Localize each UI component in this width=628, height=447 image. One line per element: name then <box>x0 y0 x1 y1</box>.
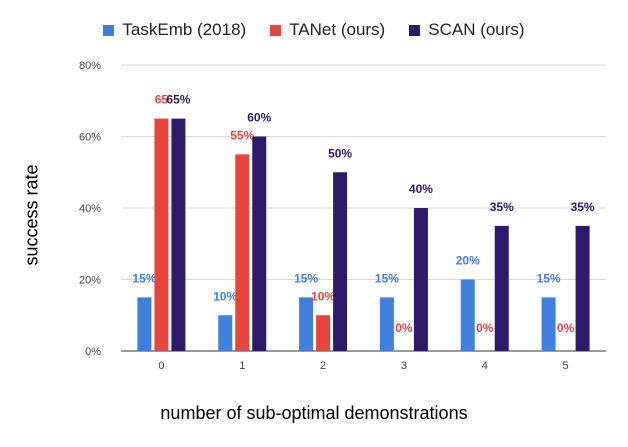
data-label: 65 <box>155 93 169 107</box>
legend-swatch-taskemb <box>103 24 115 36</box>
data-label: 10% <box>213 289 237 303</box>
y-tick-label: 40% <box>79 203 101 215</box>
legend: TaskEmb (2018) TANet (ours) SCAN (ours) <box>0 20 628 40</box>
data-label: 15% <box>294 271 318 285</box>
data-label: 15% <box>132 271 156 285</box>
legend-item-tanet: TANet (ours) <box>270 20 385 40</box>
legend-swatch-tanet <box>270 24 282 36</box>
data-label: 60% <box>247 111 271 125</box>
data-label: 65% <box>166 93 190 107</box>
legend-label-taskemb: TaskEmb (2018) <box>122 20 247 39</box>
bar <box>252 136 267 351</box>
bar <box>299 297 314 351</box>
legend-item-scan: SCAN (ours) <box>409 20 525 40</box>
bar <box>218 315 233 351</box>
x-tick-label: 2 <box>320 360 326 372</box>
y-tick-label: 0% <box>85 346 101 358</box>
y-tick-label: 20% <box>79 275 101 287</box>
x-tick-label: 4 <box>482 360 488 372</box>
data-label: 15% <box>375 271 399 285</box>
legend-item-taskemb: TaskEmb (2018) <box>103 20 246 40</box>
legend-label-tanet: TANet (ours) <box>289 20 386 39</box>
data-label: 40% <box>409 182 433 196</box>
x-axis-label: number of sub-optimal demonstrations <box>160 403 468 423</box>
x-tick-label: 5 <box>563 360 569 372</box>
bar <box>494 225 509 351</box>
legend-label-scan: SCAN (ours) <box>428 20 525 39</box>
data-label: 35% <box>571 200 595 214</box>
data-label: 55% <box>230 128 254 142</box>
data-label: 50% <box>328 146 352 160</box>
bar <box>413 208 428 351</box>
data-label: 15% <box>537 271 561 285</box>
bar <box>154 118 169 351</box>
y-axis-label: success rate <box>21 164 42 266</box>
data-label: 0% <box>476 321 494 335</box>
bar <box>379 297 394 351</box>
data-label: 20% <box>456 254 480 268</box>
data-label: 35% <box>490 200 514 214</box>
x-tick-label: 0 <box>158 360 164 372</box>
bar <box>575 225 590 351</box>
y-tick-label: 80% <box>79 60 101 72</box>
bar <box>137 297 152 351</box>
data-label: 10% <box>311 289 335 303</box>
data-label: 0% <box>557 321 575 335</box>
bar <box>171 118 186 351</box>
bar <box>235 154 250 351</box>
legend-swatch-scan <box>409 24 421 36</box>
bar <box>333 172 348 351</box>
bar <box>316 315 331 351</box>
x-tick-label: 3 <box>401 360 407 372</box>
y-tick-label: 60% <box>79 132 101 144</box>
bar <box>541 297 556 351</box>
data-label: 0% <box>395 321 413 335</box>
bar <box>460 279 475 351</box>
x-tick-label: 1 <box>239 360 245 372</box>
